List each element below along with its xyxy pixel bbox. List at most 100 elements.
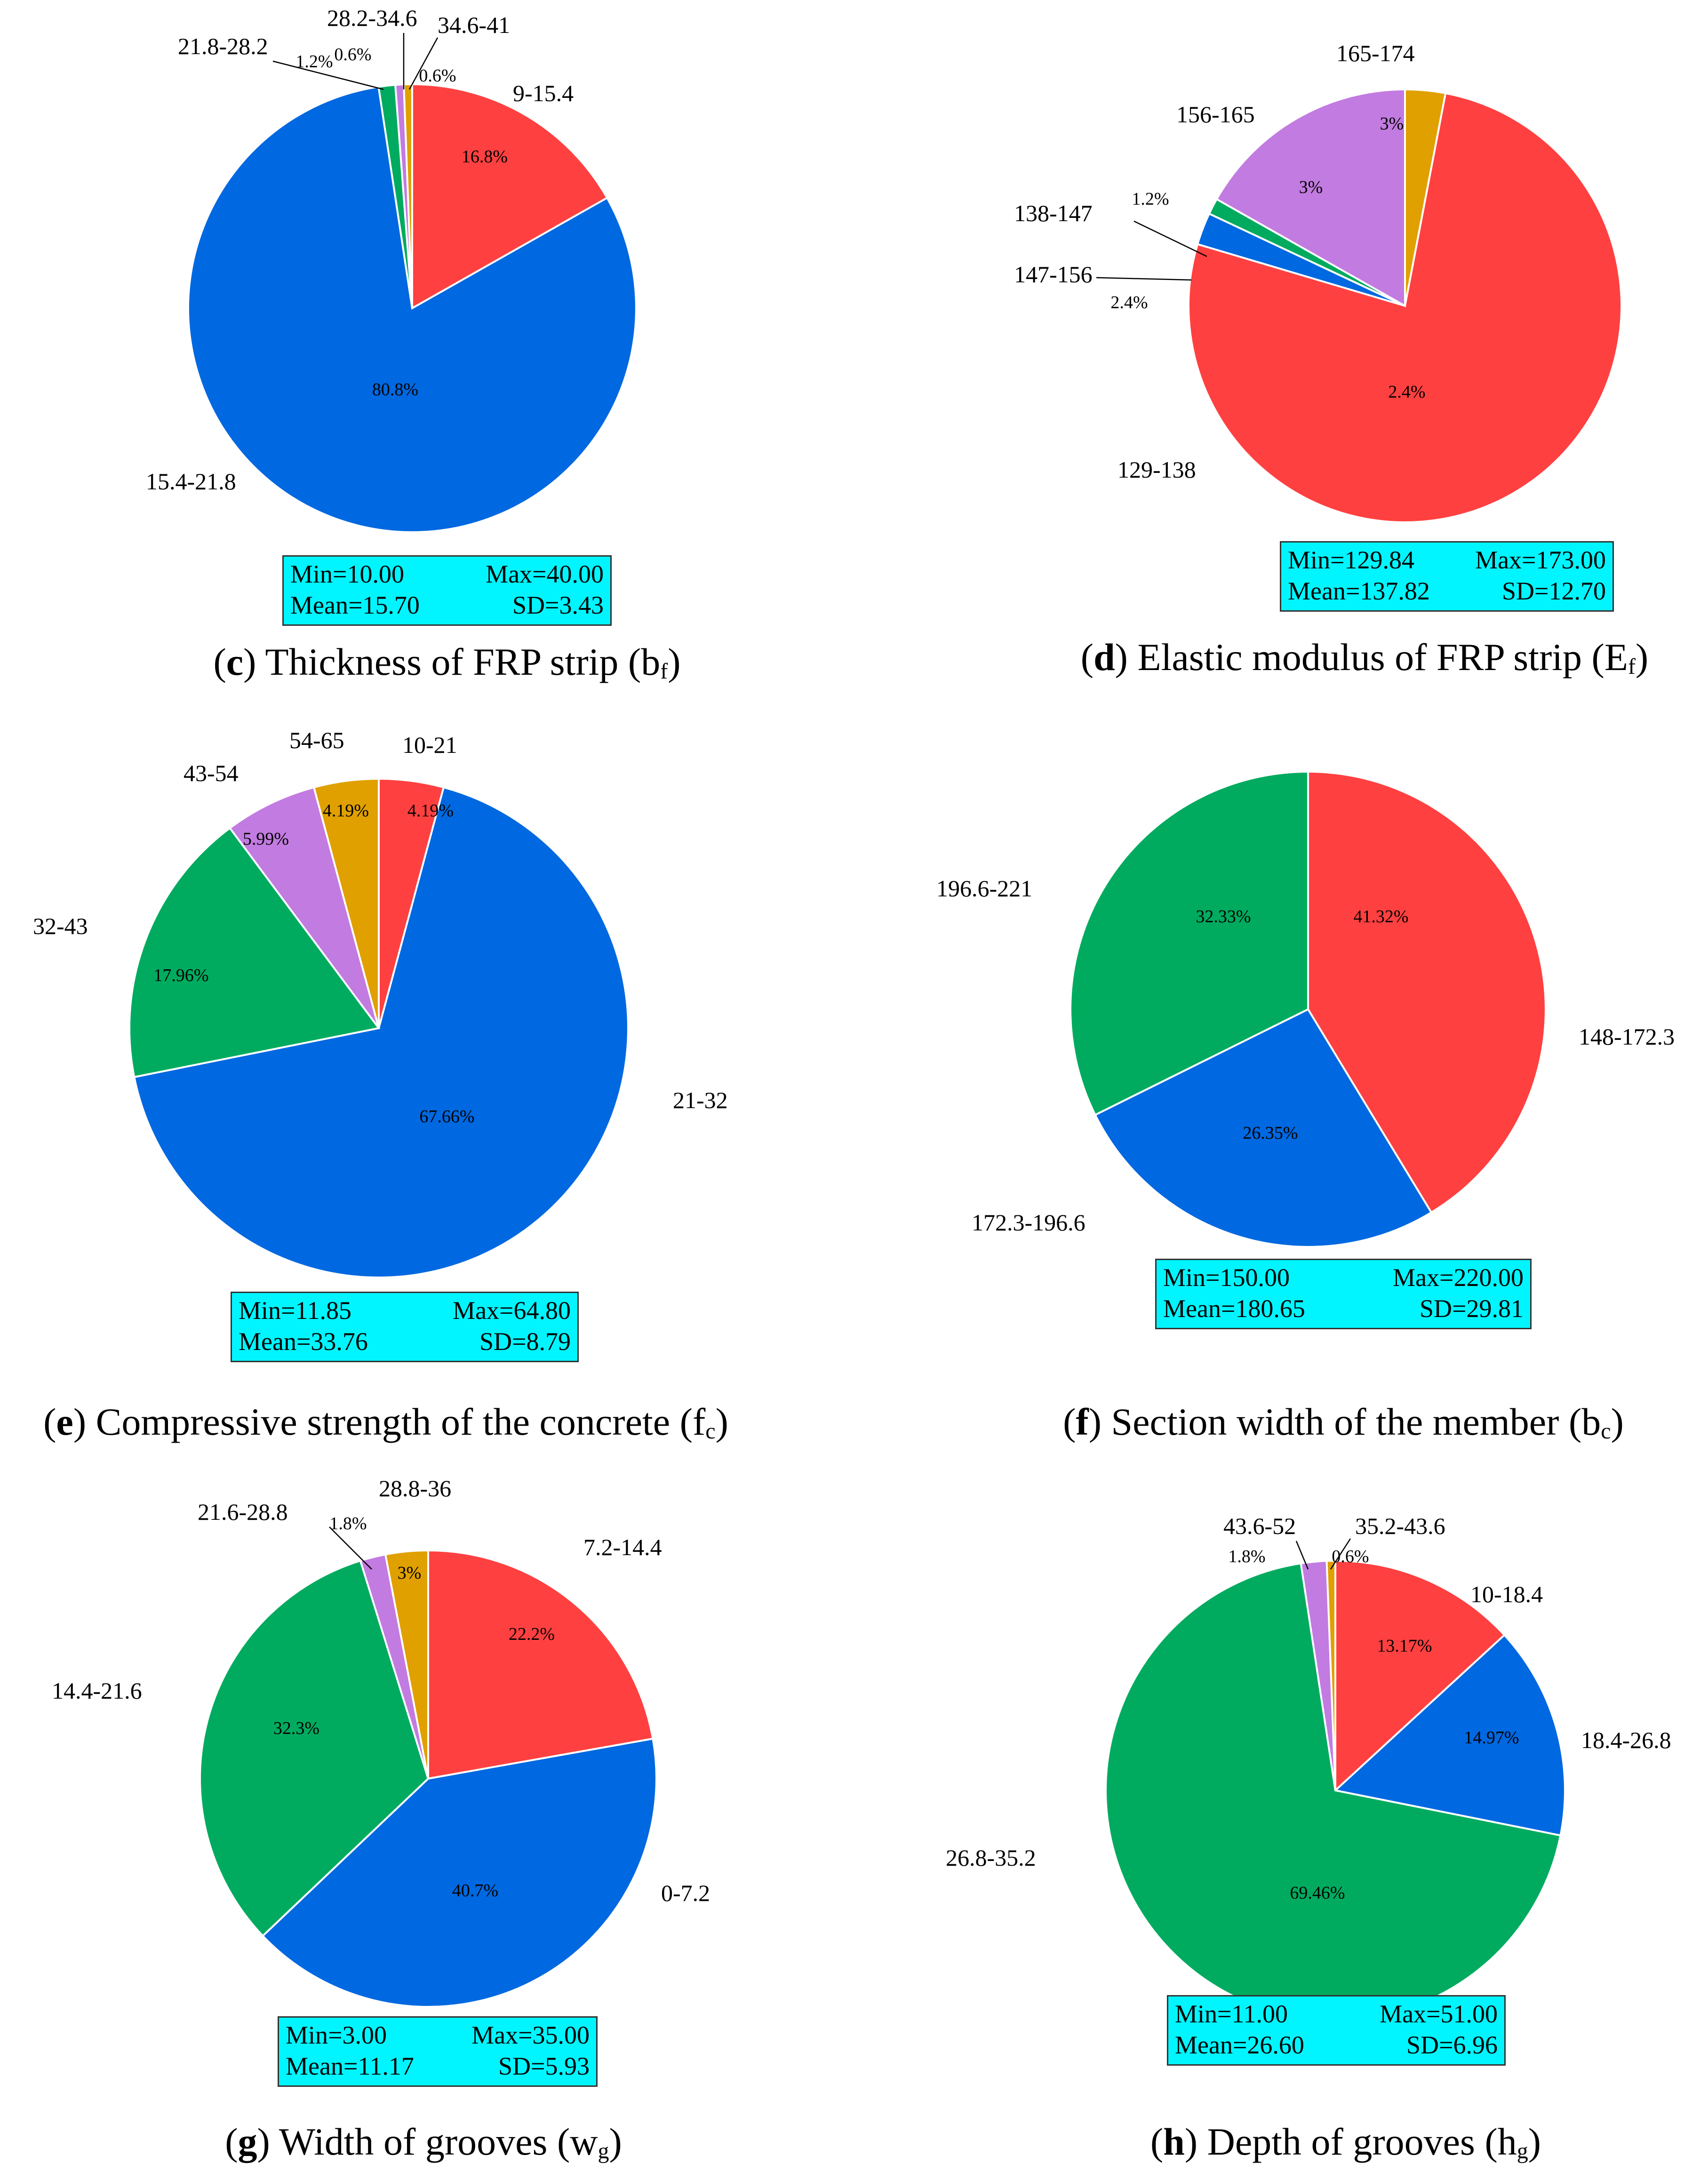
- leader-line: [272, 60, 384, 90]
- stat-sd: SD=6.96: [1406, 2031, 1498, 2059]
- category-label: 21.6-28.8: [198, 1499, 288, 1525]
- stat-mean: Mean=15.70: [290, 591, 420, 619]
- chart-caption-g: (g) Width of grooves (wg): [225, 2120, 622, 2164]
- pie-slice-c-15.4-21.8: [187, 86, 637, 533]
- category-label: 10-18.4: [1470, 1581, 1543, 1607]
- slice-percent-label: 41.32%: [1353, 907, 1408, 926]
- slice-percent-label: 2.4%: [1110, 293, 1148, 312]
- pie-chart-d: 2.4% 3% 3% 2.4% 1.2% 129-138 147-156 138-147 156…: [1014, 40, 1622, 523]
- stat-min: Min=3.00: [286, 2021, 387, 2049]
- pie-chart-g: 22.2% 40.7% 32.3% 3% 1.8% 7.2-14.4 0-7.2 14.4-2…: [52, 1475, 710, 2008]
- category-label: 196.6-221: [936, 875, 1032, 902]
- stat-max: Max=35.00: [471, 2021, 590, 2049]
- slice-percent-label: 32.33%: [1196, 907, 1251, 926]
- pie-slice-g-0-7.2: [261, 1737, 657, 2008]
- pie-slice-h-35.2-43.6: [1325, 1559, 1336, 1791]
- slice-percent-label: 3%: [1380, 114, 1404, 134]
- slice-percent-label: 13.17%: [1377, 1636, 1432, 1656]
- stat-mean: Mean=137.82: [1288, 577, 1430, 605]
- category-label: 43-54: [184, 760, 239, 786]
- chart-caption-e: (e) Compressive strength of the concrete…: [43, 1400, 728, 1444]
- stat-max: Max=51.00: [1380, 2000, 1498, 2028]
- stats-box-c: Min=10.00 Max=40.00 Mean=15.70 SD=3.43: [282, 555, 612, 626]
- pie-slice-c-9-15.4: [411, 83, 608, 310]
- pie-slice-f-148-172.3: [1307, 770, 1547, 1214]
- pie-slice-e-32-43: [128, 827, 381, 1078]
- stats-box-f: Min=150.00 Max=220.00 Mean=180.65 SD=29.81: [1155, 1259, 1532, 1329]
- stat-sd: SD=8.79: [479, 1327, 571, 1356]
- stat-sd: SD=3.43: [512, 591, 604, 619]
- slice-percent-label: 80.8%: [372, 380, 418, 399]
- stat-mean: Mean=33.76: [239, 1327, 368, 1356]
- pie-chart-f: 41.32% 26.35% 32.33% 148-172.3 172.3-196.6 19…: [936, 770, 1675, 1248]
- stats-box-g: Min=3.00 Max=35.00 Mean=11.17 SD=5.93: [278, 2016, 598, 2087]
- slice-percent-label: 0.6%: [1332, 1547, 1369, 1566]
- slice-percent-label: 3%: [398, 1563, 422, 1583]
- pie-chart-c: 16.8%80.8%1.2% 0.6%0.6%9-15.415.4-21.821.…: [146, 5, 637, 533]
- slice-percent-label: 2.4%: [1388, 382, 1425, 402]
- category-label: 172.3-196.6: [972, 1209, 1085, 1236]
- slice-percent-label: 40.7%: [452, 1881, 498, 1901]
- slice-percent-label: 4.19%: [407, 801, 454, 821]
- category-label: 129-138: [1117, 456, 1196, 483]
- stat-min: Min=150.00: [1163, 1263, 1290, 1292]
- category-label: 156-165: [1176, 101, 1255, 128]
- category-label: 21-32: [673, 1087, 728, 1113]
- pie-slice-d-129-138: [1188, 92, 1622, 523]
- chart-caption-h: (h) Depth of grooves (hg): [1150, 2120, 1541, 2164]
- stat-min: Min=11.85: [239, 1296, 351, 1325]
- category-label: 138-147: [1014, 200, 1093, 226]
- slice-percent-label: 0.6%: [334, 45, 371, 64]
- stat-min: Min=11.00: [1175, 2000, 1288, 2028]
- pie-slice-e-54-65: [312, 777, 380, 1029]
- stats-box-d: Min=129.84 Max=173.00 Mean=137.82 SD=12.70: [1280, 541, 1614, 612]
- chart-caption-f: (f) Section width of the member (bc): [1063, 1400, 1624, 1444]
- category-label: 7.2-14.4: [583, 1534, 662, 1560]
- slice-percent-label: 0.6%: [419, 66, 456, 86]
- slice-percent-label: 69.46%: [1290, 1883, 1345, 1903]
- pie-slice-f-172.3-196.6: [1093, 1008, 1433, 1248]
- stat-min: Min=129.84: [1288, 546, 1414, 574]
- slice-percent-label: 22.2%: [509, 1624, 555, 1644]
- pie-slice-g-14.4-21.6: [199, 1559, 430, 1938]
- slice-percent-label: 32.3%: [273, 1718, 319, 1738]
- leader-line: [1133, 220, 1207, 257]
- stat-max: Max=220.00: [1393, 1263, 1524, 1292]
- slice-percent-label: 1.2%: [1132, 189, 1169, 209]
- category-label: 10-21: [402, 732, 457, 758]
- stat-mean: Mean=180.65: [1163, 1294, 1305, 1323]
- category-label: 28.8-36: [379, 1475, 451, 1501]
- slice-percent-label: 26.35%: [1243, 1123, 1298, 1143]
- pie-slice-f-196.6-221: [1069, 770, 1309, 1117]
- category-label: 35.2-43.6: [1355, 1513, 1445, 1539]
- stat-max: Max=64.80: [453, 1296, 571, 1325]
- pie-slice-g-7.2-14.4: [427, 1549, 654, 1780]
- stat-max: Max=40.00: [486, 560, 604, 588]
- category-label: 9-15.4: [513, 80, 574, 106]
- category-label: 18.4-26.8: [1581, 1727, 1671, 1753]
- category-label: 28.2-34.6: [327, 5, 417, 31]
- chart-caption-d: (d) Elastic modulus of FRP strip (Ef): [1080, 636, 1649, 679]
- leader-line: [329, 1526, 372, 1570]
- category-label: 165-174: [1336, 40, 1415, 66]
- category-label: 0-7.2: [661, 1880, 710, 1906]
- category-label: 15.4-21.8: [146, 468, 236, 495]
- category-label: 26.8-35.2: [946, 1845, 1036, 1871]
- leader-line: [1330, 1538, 1351, 1570]
- pie-chart-e: 4.19% 67.66% 17.96% 5.99% 4.19% 10-21 21-32 32-…: [33, 727, 728, 1279]
- category-label: 43.6-52: [1223, 1513, 1296, 1539]
- slice-percent-label: 67.66%: [419, 1107, 474, 1126]
- category-label: 21.8-28.2: [178, 33, 268, 59]
- category-label: 54-65: [289, 727, 344, 753]
- pie-slice-h-10-18.4: [1334, 1559, 1506, 1793]
- category-label: 14.4-21.6: [52, 1677, 142, 1704]
- slice-percent-label: 3%: [1299, 177, 1323, 197]
- slice-percent-label: 14.97%: [1464, 1728, 1519, 1748]
- slice-percent-label: 1.8%: [1228, 1547, 1265, 1566]
- stat-max: Max=173.00: [1475, 546, 1606, 574]
- leader-line: [1096, 277, 1192, 281]
- pie-slice-g-28.8-36: [384, 1549, 429, 1779]
- stat-mean: Mean=11.17: [286, 2052, 414, 2080]
- pie-slice-h-26.8-35.2: [1105, 1562, 1562, 2021]
